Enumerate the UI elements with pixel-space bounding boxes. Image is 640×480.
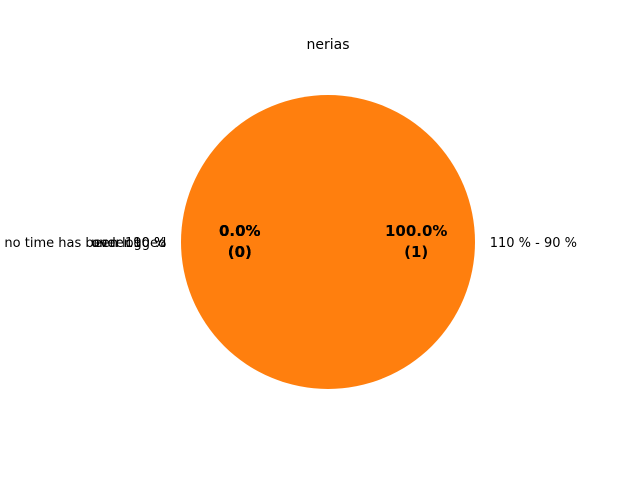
pie-slice-110-90 — [181, 95, 475, 389]
slice-label-under-90: under 90 % — [91, 236, 166, 251]
pie-slices — [181, 95, 475, 389]
slice-percent-over-110: 0.0% — [219, 222, 261, 240]
slice-label-no-time-has-been-logged: no time has been logged — [4, 236, 166, 251]
slice-label-over-110: over 110 % — [92, 236, 166, 251]
slice-label-110-90: 110 % - 90 % — [490, 236, 577, 251]
slice-percent-under-90: 0.0% — [219, 222, 261, 240]
slice-count-over-110: (0) — [228, 243, 252, 261]
chart-title: nerias — [306, 37, 349, 53]
pie-labels: 110 % - 90 % 100.0% (1) under 90 % 0.0% (0) ov… — [4, 222, 577, 261]
slice-count-110-90: (1) — [404, 243, 428, 261]
slice-count-under-90: (0) — [228, 243, 252, 261]
slice-count-no-time-has-been-logged: (0) — [228, 243, 252, 261]
slice-percent-110-90: 100.0% — [385, 222, 447, 240]
slice-percent-no-time-has-been-logged: 0.0% — [219, 222, 261, 240]
